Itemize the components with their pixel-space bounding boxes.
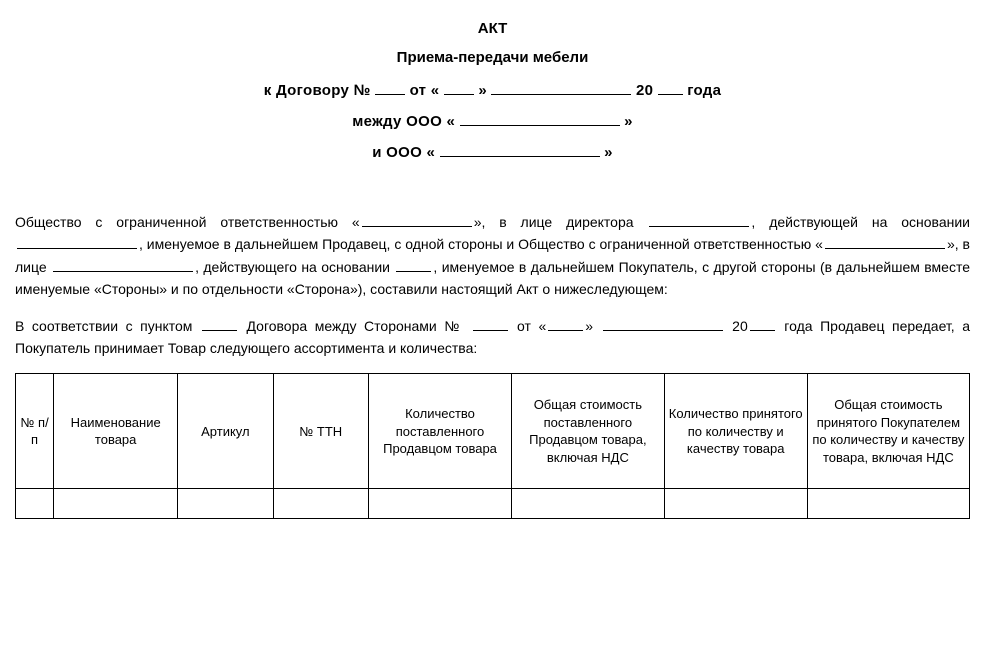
cell <box>273 489 368 519</box>
text: 20 <box>636 82 653 99</box>
blank-month <box>491 94 631 95</box>
blank-contract-num2 <box>473 330 508 331</box>
blank-basis2 <box>396 271 431 272</box>
text: » <box>604 144 613 161</box>
col-header-number: № п/п <box>16 374 54 489</box>
blank-day <box>444 94 474 95</box>
text: , именуемое в дальнейшем Покупатель, с д… <box>15 259 970 297</box>
text: года <box>687 82 721 99</box>
text: », в лице директора <box>474 214 648 230</box>
blank-clause <box>202 330 237 331</box>
col-header-cost-accepted: Общая стоимость принятого Покупателем по… <box>807 374 969 489</box>
cell <box>807 489 969 519</box>
text: от « <box>410 82 440 99</box>
blank-director1 <box>649 226 749 227</box>
col-header-qty-accepted: Количество принятого по количеству и кач… <box>664 374 807 489</box>
blank-basis1 <box>17 248 137 249</box>
table-row <box>16 489 970 519</box>
cell <box>178 489 273 519</box>
blank-year2 <box>750 330 775 331</box>
cell <box>54 489 178 519</box>
title-sub: Приема-передачи мебели <box>15 49 970 66</box>
text: , именуемое в дальнейшем Продавец, с одн… <box>139 236 823 252</box>
text: Общество с ограниченной ответственностью… <box>15 214 360 230</box>
header-contract-line: к Договору № от « » 20 года <box>15 82 970 99</box>
paragraph-2: В соответствии с пунктом Договора между … <box>15 315 970 360</box>
header-party2-line: и ООО « » <box>15 144 970 161</box>
blank-day2 <box>548 330 583 331</box>
header-party1-line: между ООО « » <box>15 113 970 130</box>
blank-company1 <box>362 226 472 227</box>
col-header-article: Артикул <box>178 374 273 489</box>
cell <box>664 489 807 519</box>
text: 20 <box>725 318 748 334</box>
blank-director2 <box>53 271 193 272</box>
table-header-row: № п/п Наименование товара Артикул № ТТН … <box>16 374 970 489</box>
text: между ООО « <box>352 113 455 130</box>
blank-company2 <box>825 248 945 249</box>
text: » <box>478 82 487 99</box>
blank-party1 <box>460 125 620 126</box>
text: , действующей на основании <box>751 214 970 230</box>
blank-contract-number <box>375 94 405 95</box>
col-header-ttn: № ТТН <box>273 374 368 489</box>
text: » <box>585 318 600 334</box>
blank-month2 <box>603 330 723 331</box>
blank-party2 <box>440 156 600 157</box>
cell <box>368 489 511 519</box>
text: В соответствии с пунктом <box>15 318 200 334</box>
col-header-cost-supplied: Общая стоимость поставленного Продавцом … <box>512 374 665 489</box>
text: » <box>624 113 633 130</box>
paragraph-1: Общество с ограниченной ответственностью… <box>15 211 970 301</box>
document-header: АКТ Приема-передачи мебели к Договору № … <box>15 20 970 161</box>
cell <box>512 489 665 519</box>
blank-year <box>658 94 683 95</box>
text: , действующего на основании <box>195 259 394 275</box>
text: от « <box>510 318 547 334</box>
cell <box>16 489 54 519</box>
text: Договора между Сторонами № <box>239 318 471 334</box>
goods-table: № п/п Наименование товара Артикул № ТТН … <box>15 373 970 519</box>
text: и ООО « <box>372 144 435 161</box>
text: к Договору № <box>264 82 371 99</box>
title-main: АКТ <box>15 20 970 37</box>
col-header-name: Наименование товара <box>54 374 178 489</box>
col-header-qty-supplied: Количество поставленного Продавцом товар… <box>368 374 511 489</box>
